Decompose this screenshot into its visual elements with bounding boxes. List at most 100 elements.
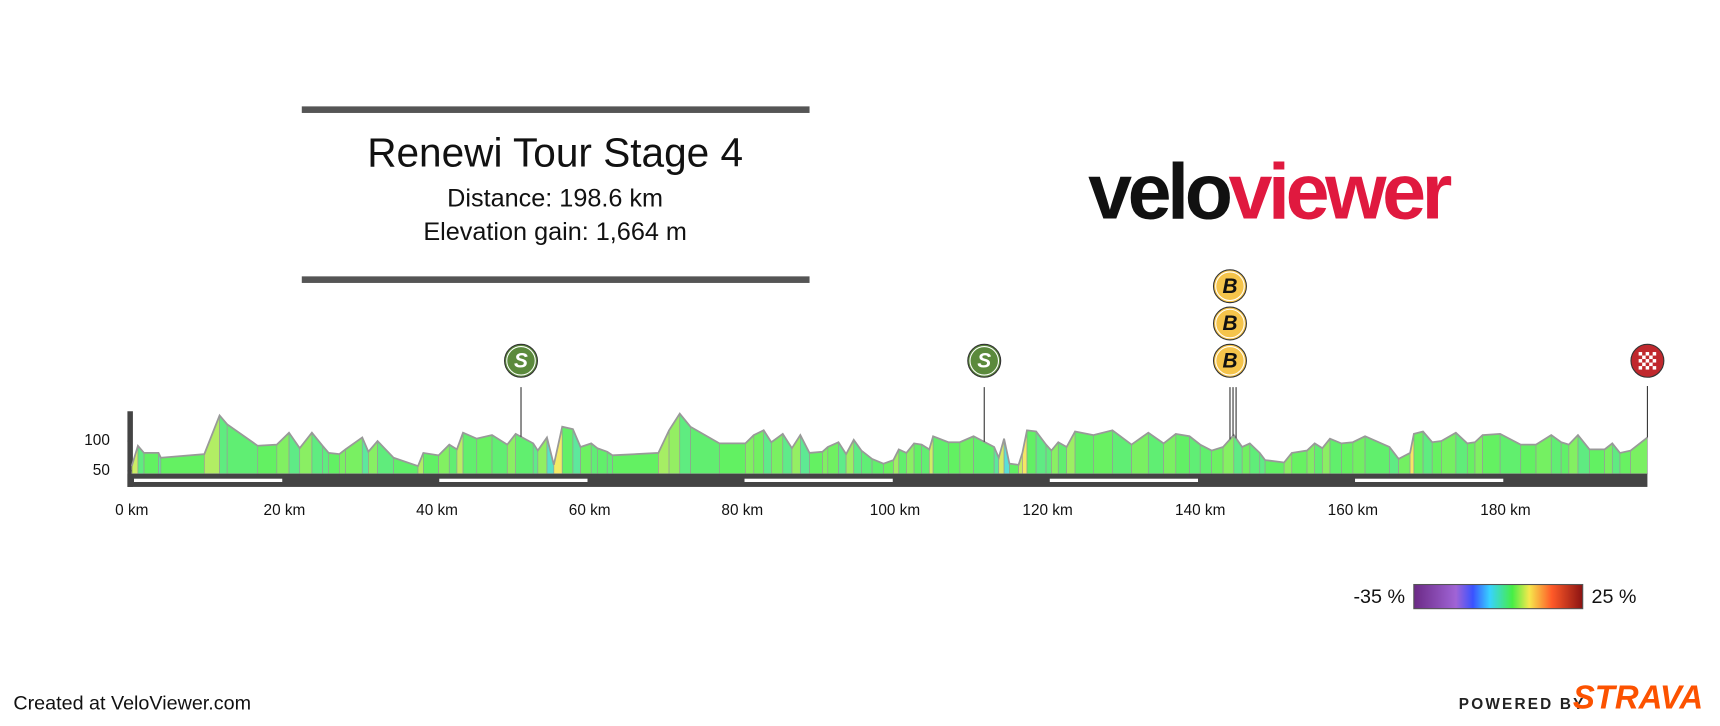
profile-segment <box>1413 431 1424 475</box>
gradient-legend <box>1413 583 1584 610</box>
x-tick-label: 80 km <box>721 502 763 519</box>
profile-segment <box>1093 429 1113 475</box>
profile-segment <box>515 433 534 475</box>
title-rule <box>301 106 810 113</box>
finish-check <box>1645 359 1650 363</box>
marker-label: B <box>1222 275 1237 298</box>
profile-segment <box>393 457 419 475</box>
profile-segment <box>612 452 659 475</box>
x-tick-label: 100 km <box>870 502 920 519</box>
profile-segment <box>1175 433 1190 475</box>
x-tick-label: 0 km <box>115 502 148 519</box>
distance-band <box>1049 478 1199 482</box>
profile-segment <box>561 426 574 475</box>
logo-part: velo <box>1088 147 1231 235</box>
y-axis <box>127 411 133 487</box>
distance-band <box>744 478 893 482</box>
marker <box>504 343 539 378</box>
profile-segment <box>690 426 720 475</box>
x-tick-label: 160 km <box>1328 502 1378 519</box>
profile-segment <box>1283 451 1293 475</box>
profile-segment <box>1560 441 1570 475</box>
profile-segment <box>1291 450 1308 475</box>
x-tick-label: 140 km <box>1175 502 1225 519</box>
profile-outline <box>130 412 1648 468</box>
profile-segment <box>719 443 746 475</box>
profile-segment <box>143 452 159 475</box>
finish-check <box>1652 366 1657 370</box>
subtitle: Elevation gain: 1,664 m <box>423 218 687 246</box>
marker-ring <box>1215 346 1245 376</box>
profile-segment <box>1520 444 1537 475</box>
chart-title: Renewi Tour Stage 4 <box>367 129 743 175</box>
profile-segment <box>257 444 278 475</box>
marker-ring <box>1215 271 1245 302</box>
profile-segment <box>299 431 313 475</box>
profile-segment <box>491 434 508 475</box>
profile-segment <box>462 432 478 475</box>
profile-segment <box>679 412 691 475</box>
finish-check <box>1649 362 1653 367</box>
x-tick-label: 60 km <box>569 502 611 519</box>
profile-segment <box>203 415 220 475</box>
profile-segment <box>753 429 765 475</box>
marker-ring <box>969 346 1000 376</box>
footer: Created at VeloViewer.com <box>13 692 251 714</box>
profile-segment <box>1341 441 1354 475</box>
powered-by: POWERED BY <box>1459 696 1586 713</box>
profile-segment <box>913 443 922 475</box>
finish-check <box>1645 352 1650 356</box>
profile-segment <box>770 433 784 475</box>
marker-ring <box>1215 308 1245 339</box>
profile-segment <box>1466 441 1476 475</box>
finish-check <box>1638 352 1643 356</box>
profile-segment <box>1535 434 1552 475</box>
marker-label: S <box>977 349 991 372</box>
profile-segment <box>809 451 823 475</box>
logo: veloviewer <box>1088 147 1452 235</box>
finish-check <box>1652 359 1657 363</box>
logo-part: viewer <box>1229 147 1452 235</box>
profile-segment <box>1431 440 1442 475</box>
marker <box>1212 269 1247 304</box>
profile-segment <box>1026 429 1037 475</box>
profile-segment <box>1189 435 1201 475</box>
y-tick-label: 50 <box>93 462 110 479</box>
profile-segment <box>1241 442 1251 475</box>
profile-segment <box>377 440 394 475</box>
distance-band <box>439 478 588 482</box>
profile-segment <box>1074 431 1094 475</box>
profile-segment <box>1163 433 1177 475</box>
profile-segment <box>226 423 259 475</box>
finish-check <box>1638 359 1643 363</box>
marker <box>1212 306 1247 341</box>
profile-segment <box>1619 450 1631 475</box>
legend-label: 25 % <box>1591 586 1636 608</box>
profile-segment <box>745 434 755 475</box>
marker-label: B <box>1222 349 1237 372</box>
y-tick-label: 100 <box>84 432 110 449</box>
title-rule <box>301 276 810 283</box>
profile-segment <box>845 439 855 475</box>
x-tick-label: 40 km <box>416 502 458 519</box>
marker-label: S <box>514 349 528 372</box>
subtitle: Distance: 198.6 km <box>447 184 663 212</box>
x-tick-label: 180 km <box>1480 502 1530 519</box>
profile-segment <box>1329 438 1342 475</box>
profile-segment <box>799 434 810 475</box>
distance-band <box>134 478 283 482</box>
profile-segment <box>422 452 439 475</box>
profile-segment <box>948 441 961 475</box>
finish-check <box>1645 366 1650 370</box>
profile-segment <box>1389 446 1399 475</box>
profile-segment <box>328 452 340 475</box>
marker <box>967 343 1002 378</box>
distance-band <box>1355 478 1504 482</box>
marker-label: B <box>1222 312 1237 335</box>
strava-logo: STRAVA <box>1573 678 1703 715</box>
profile-segment <box>1589 449 1606 475</box>
profile-segment <box>658 430 670 475</box>
x-tick-label: 120 km <box>1022 502 1072 519</box>
